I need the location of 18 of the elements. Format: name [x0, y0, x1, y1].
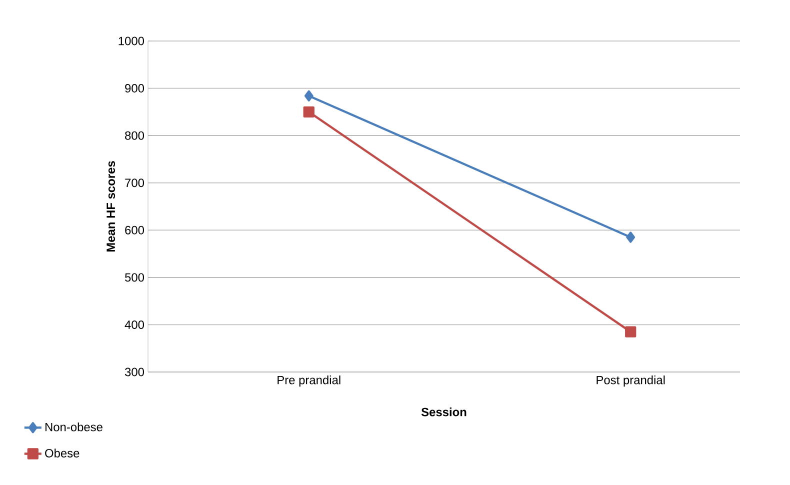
y-tick-label: 700 — [125, 178, 144, 188]
y-tick-label: 600 — [125, 226, 144, 234]
y-tick-label: 800 — [125, 131, 144, 140]
point — [304, 90, 314, 102]
point — [625, 326, 636, 338]
point — [626, 232, 636, 243]
point — [303, 106, 314, 118]
legend-label: Non-obese — [45, 422, 102, 432]
y-tick-label: 400 — [124, 320, 144, 329]
y-tick-label: 500 — [125, 273, 144, 282]
x-tick-label: Post prandial — [596, 376, 665, 387]
x-axis-title: Session — [421, 408, 466, 416]
y-tick-label: 900 — [125, 84, 144, 93]
y-tick-label: 300 — [124, 368, 144, 376]
x-tick-label: Pre prandial — [278, 376, 340, 387]
y-tick-label: 1000 — [118, 36, 144, 46]
y-axis-title: Mean HF scores — [106, 161, 116, 252]
legend-label: Obese — [45, 448, 80, 458]
